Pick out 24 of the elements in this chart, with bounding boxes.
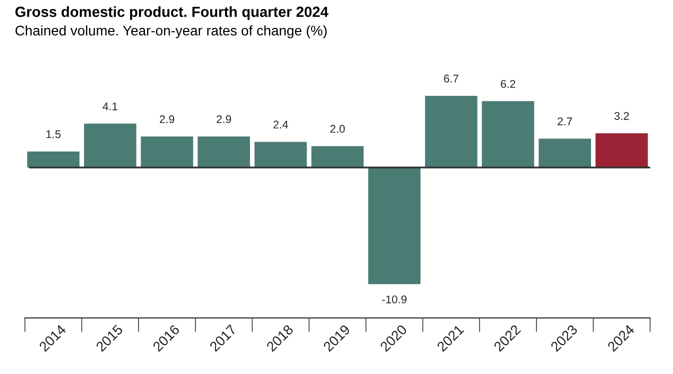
data-label: 4.1 [102, 102, 118, 110]
bar [596, 133, 648, 168]
data-label: 2.4 [274, 120, 288, 128]
data-label: -10.9 [382, 295, 406, 304]
data-label: 2.7 [558, 117, 572, 126]
chart-title: Gross domestic product. Fourth quarter 2024 [15, 6, 328, 20]
bar [140, 136, 194, 168]
data-label: 6.2 [500, 80, 516, 88]
data-label: 6.7 [444, 74, 458, 83]
bar [254, 142, 307, 168]
data-label: 2.0 [330, 124, 345, 133]
bar [84, 124, 136, 168]
bar [425, 96, 478, 168]
data-label: 3.2 [614, 112, 629, 120]
chart-subtitle: Chained volume. Year-on-year rates of change (%) [16, 25, 327, 38]
data-label: 1.5 [46, 130, 61, 138]
bar [311, 146, 364, 168]
bar [538, 138, 592, 168]
bar [27, 151, 80, 168]
data-label: 2.9 [216, 115, 232, 124]
data-label: 2.9 [160, 115, 174, 124]
bar [482, 101, 534, 168]
bar [368, 167, 420, 284]
bar [198, 136, 250, 168]
